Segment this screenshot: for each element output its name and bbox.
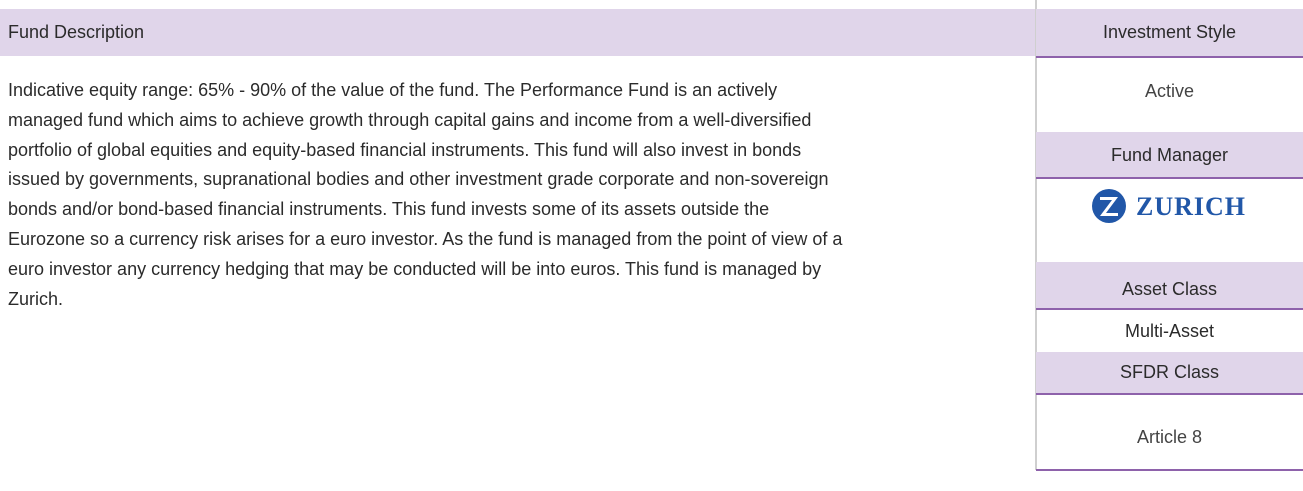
label: Fund Manager [1110,145,1229,165]
description: Indicative equity range: 65% - 90% of th… [8,80,843,309]
rule [1036,393,1303,395]
rule [1036,56,1303,58]
label-band [1036,132,1303,177]
logo-text: ZURICH [1136,192,1247,221]
label: Asset Class [1121,279,1218,299]
value: Article 8 [1136,427,1203,447]
value: Active [1144,81,1195,101]
zurich-logo: ZURICH [1091,188,1261,224]
rule [1036,469,1303,471]
label-band [1036,9,1303,56]
section-header: Fund Description [8,22,145,42]
header-band [0,9,1036,56]
label-band [1036,262,1303,308]
value: Multi-Asset [1124,321,1214,341]
logo-mark [1092,189,1126,223]
rule [1036,177,1303,179]
divider [1035,0,1037,470]
label: SFDR Class [1119,362,1219,382]
label-band [1036,352,1303,393]
rule [1036,308,1303,310]
label: Investment Style [1102,22,1237,42]
